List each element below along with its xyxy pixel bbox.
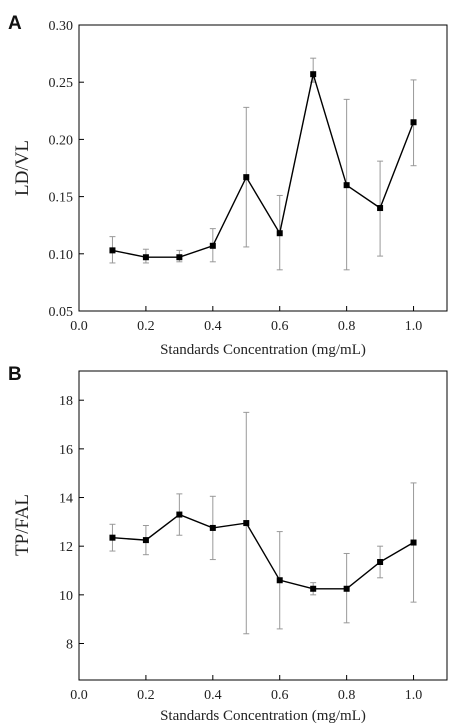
panel-a-y-tick-label: 0.05 [49,305,74,320]
panel-a-data-point [176,254,183,261]
panel-b-data-point [310,585,317,592]
panel-a-data-point [142,254,149,261]
panel-b-data-point [176,511,183,518]
panel-b-x-tick-label: 0.2 [137,688,155,703]
panel-a-data-point [209,242,216,249]
panel-a-letter: A [8,13,22,34]
panel-b-y-tick-label: 12 [59,540,73,555]
panel-a: A 0.0 0.2 0.4 0.6 0.8 1.0 0.05 0.10 0.15 0.20 0.25… [8,13,448,358]
panel-b-y-tick-label: 18 [59,394,73,409]
panel-a-y-tick-label: 0.10 [49,248,74,263]
panel-a-data-point [310,71,317,78]
panel-b-data-point [243,520,250,527]
panel-a-y-tick-label: 0.30 [49,19,74,34]
panel-a-error-bars [109,57,417,271]
panel-b-series-line [112,513,414,590]
panel-b-y-tick-label: 10 [59,589,73,604]
panel-b-plot-frame [78,370,448,681]
panel-b-y-tick-label: 16 [59,443,73,458]
panel-a-ticks [78,24,415,312]
panel-b-data-point [276,577,283,584]
panel-a-plot-frame [78,24,448,312]
panel-a-y-tick-label: 0.25 [49,76,74,91]
panel-b-letter: B [8,364,22,385]
panel-a-data-point [377,205,384,212]
panel-b-x-tick-label: 0.0 [70,688,88,703]
panel-b-data-point [343,585,350,592]
panel-a-series-line [112,73,415,258]
panel-b-x-tick-label: 1.0 [405,688,423,703]
panel-a-y-tick-label: 0.15 [49,191,74,206]
panel-a-data-point [343,182,350,189]
panel-b-data-point [410,539,417,546]
panel-b-y-tick-label: 14 [59,492,73,507]
panel-a-x-tick-label: 0.6 [271,319,289,334]
panel-a-x-tick-label: 1.0 [405,319,423,334]
panel-b-x-tick-label: 0.6 [271,688,289,703]
panel-b-ticks [78,399,415,680]
panel-b-tick-labels: 0.0 0.2 0.4 0.6 0.8 1.0 8 10 12 14 16 18 [59,394,422,703]
panel-a-data-point [243,174,250,181]
panel-b-y-tick-label: 8 [66,638,73,653]
panel-a-x-tick-label: 0.4 [204,319,222,334]
panel-a-tick-labels: 0.0 0.2 0.4 0.6 0.8 1.0 0.05 0.10 0.15 0.20 0.25 0.… [49,19,423,334]
panel-b-data-point [209,524,216,531]
panel-a-y-tick-label: 0.20 [49,133,74,148]
panel-a-x-tick-label: 0.0 [70,319,88,334]
panel-b-data-point [142,537,149,544]
panel-a-data-point [276,230,283,237]
panel-b-points [109,511,417,592]
panel-b-error-bars [109,411,417,635]
panel-a-x-tick-label: 0.8 [338,319,356,334]
panel-a-error-bar [310,57,317,83]
panel-a-data-point [410,119,417,126]
panel-a-y-axis-label: LD/VL [12,140,33,196]
panel-a-data-point [109,247,116,254]
panel-b-x-tick-label: 0.4 [204,688,222,703]
panel-a-x-axis-label: Standards Concentration (mg/mL) [160,342,366,358]
panel-b-data-point [377,558,384,565]
panel-b-y-axis-label: TP/FAL [12,494,33,556]
panel-b: B 0.0 0.2 0.4 0.6 0.8 1.0 8 10 12 14 16 18 Standard… [8,364,448,724]
panel-b-x-tick-label: 0.8 [338,688,356,703]
panel-b-x-axis-label: Standards Concentration (mg/mL) [160,708,366,724]
panel-a-x-tick-label: 0.2 [137,319,155,334]
panel-b-data-point [109,534,116,541]
panel-a-points [109,71,417,261]
